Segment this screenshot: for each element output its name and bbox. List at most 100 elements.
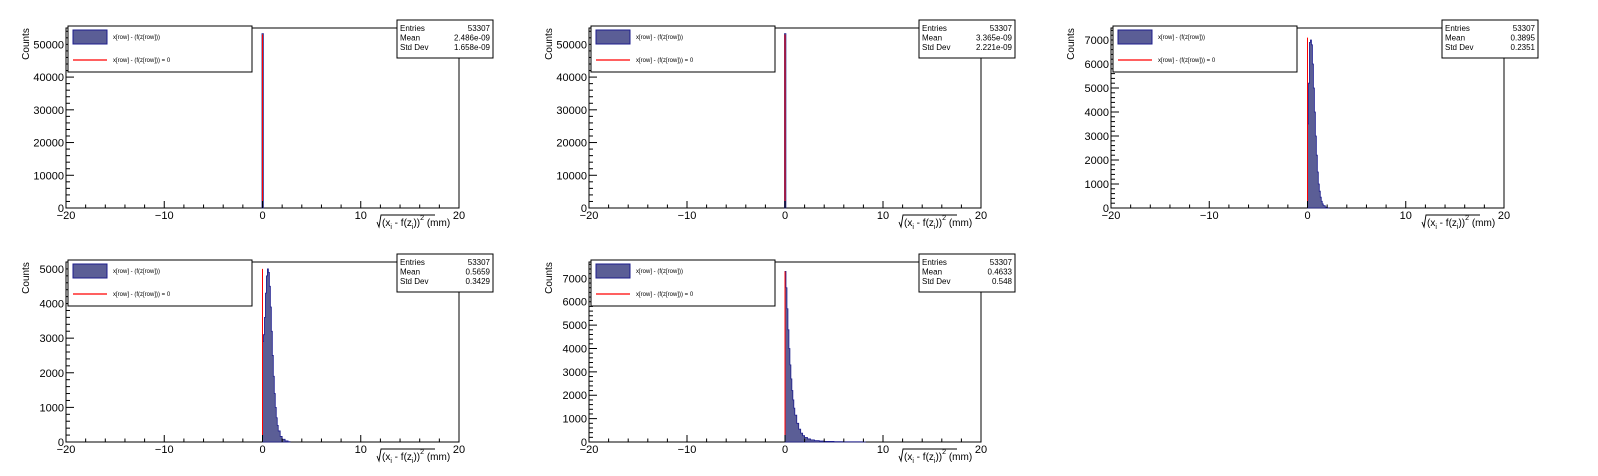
y-tick-label: 7000	[563, 273, 587, 285]
legend-label: x[row] - (f(z[row]))	[113, 35, 160, 41]
y-tick-label: 0	[58, 437, 64, 449]
x-tick-label: 10	[877, 210, 889, 222]
stats-value: 53307	[1513, 24, 1536, 33]
histogram-panel-5: −20 −10 0 10 20 0 1000 2000 3000 4000 5000 6000 7000…	[544, 253, 1016, 465]
stats-box	[396, 253, 494, 293]
xlabel-mid: - f(z	[914, 218, 934, 229]
y-tick-label: 4000	[1085, 107, 1109, 119]
y-tick-label: 0	[581, 203, 587, 215]
stats-value: 2.221e-09	[976, 43, 1013, 52]
stats-label: Std Dev	[922, 277, 950, 286]
sqrt-sign	[898, 214, 957, 229]
xlabel-mid: - f(z	[1437, 218, 1457, 229]
xlabel-unit: (mm)	[424, 218, 450, 229]
stats-label: Std Dev	[1445, 43, 1473, 52]
stats-label: Mean	[400, 268, 420, 277]
stats-label: Mean	[400, 34, 420, 43]
x-tick-label: 10	[355, 444, 367, 456]
stats-value: 0.548	[992, 277, 1013, 286]
legend-label: x[row] - (f(z[row])) = 0	[113, 58, 171, 64]
xlabel-close: ))	[413, 218, 420, 229]
y-tick-label: 5000	[563, 320, 587, 332]
stats-label: Std Dev	[922, 43, 950, 52]
stats-box	[396, 19, 494, 59]
stats-box	[1441, 19, 1539, 59]
xlabel-sup: 2	[942, 215, 946, 222]
xlabel-mid: - f(z	[392, 452, 412, 463]
xlabel-unit: (mm)	[946, 218, 972, 229]
xlabel-prefix: (x	[382, 218, 390, 229]
legend-label: x[row] - (f(z[row])) = 0	[636, 58, 694, 64]
xlabel-close: ))	[413, 452, 420, 463]
stats-value: 0.4633	[988, 268, 1013, 277]
y-tick-label: 0	[581, 437, 587, 449]
y-tick-label: 4000	[563, 343, 587, 355]
stats-value: 2.486e-09	[454, 34, 491, 43]
x-tick-label: −10	[678, 444, 697, 456]
stats-label: Std Dev	[400, 43, 428, 52]
y-tick-label: 3000	[1085, 131, 1109, 143]
xlabel-sub: i	[390, 458, 392, 465]
stats-box	[918, 253, 1016, 293]
stats-label: Mean	[922, 34, 942, 43]
y-tick-label: 20000	[556, 138, 587, 150]
x-tick-label: 10	[1400, 210, 1412, 222]
sqrt-sign	[376, 214, 435, 229]
histogram-bars	[262, 268, 291, 443]
xlabel-unit: (mm)	[946, 452, 972, 463]
stats-value: 53307	[468, 258, 491, 267]
xlabel-sup: 2	[942, 449, 946, 456]
x-axis-label: (xi - f(zi))2 (mm)	[382, 449, 450, 465]
y-tick-label: 10000	[556, 170, 587, 182]
y-tick-label: 50000	[556, 39, 587, 51]
legend-label: x[row] - (f(z[row]))	[113, 269, 160, 275]
xlabel-sup: 2	[420, 449, 424, 456]
xlabel-prefix: (x	[904, 218, 912, 229]
y-tick-label: 0	[58, 203, 64, 215]
histogram-panel-3: −20 −10 0 10 20 0 1000 2000 3000 4000 5000 6000 7000…	[1066, 19, 1539, 231]
xlabel-sub: i	[934, 224, 936, 231]
xlabel-sub: i	[912, 224, 914, 231]
stats-label: Entries	[1445, 24, 1470, 33]
legend-label: x[row] - (f(z[row])) = 0	[636, 292, 694, 298]
xlabel-unit: (mm)	[1469, 218, 1495, 229]
y-axis-label: Counts	[21, 28, 32, 60]
x-axis-label: (xi - f(zi))2 (mm)	[904, 449, 972, 465]
stats-label: Std Dev	[400, 277, 428, 286]
xlabel-sub: i	[912, 458, 914, 465]
x-tick-label: 0	[259, 210, 265, 222]
histogram-panel-2: −20 −10 0 10 20 0 10000 20000 30000 40000 50000Cou…	[544, 19, 1016, 231]
xlabel-sub: i	[390, 224, 392, 231]
x-tick-label: 20	[453, 444, 465, 456]
x-tick-label: −20	[57, 210, 76, 222]
xlabel-sub: i	[412, 458, 414, 465]
y-tick-label: 30000	[556, 105, 587, 117]
stats-value: 0.5659	[466, 268, 491, 277]
y-tick-label: 6000	[1085, 59, 1109, 71]
xlabel-close: ))	[1458, 218, 1465, 229]
legend-label: x[row] - (f(z[row]))	[1158, 35, 1205, 41]
x-tick-label: 0	[782, 210, 788, 222]
y-tick-label: 2000	[1085, 155, 1109, 167]
legend-swatch-fill	[72, 29, 108, 45]
sqrt-sign	[1421, 214, 1480, 229]
sqrt-sign	[376, 448, 435, 463]
stats-box	[918, 19, 1016, 59]
x-tick-label: −20	[57, 444, 76, 456]
x-tick-label: −20	[580, 210, 599, 222]
stats-value: 0.3895	[1511, 34, 1536, 43]
y-tick-label: 40000	[556, 72, 587, 84]
y-tick-label: 40000	[33, 72, 64, 84]
stats-label: Entries	[400, 258, 425, 267]
x-tick-label: −10	[155, 210, 174, 222]
x-tick-label: 20	[1498, 210, 1510, 222]
stats-value: 53307	[468, 24, 491, 33]
x-tick-label: −10	[678, 210, 697, 222]
xlabel-prefix: (x	[1427, 218, 1435, 229]
legend-swatch-fill	[72, 263, 108, 279]
stats-value: 53307	[990, 24, 1013, 33]
xlabel-sup: 2	[1465, 215, 1469, 222]
x-tick-label: −10	[155, 444, 174, 456]
y-tick-label: 10000	[33, 170, 64, 182]
